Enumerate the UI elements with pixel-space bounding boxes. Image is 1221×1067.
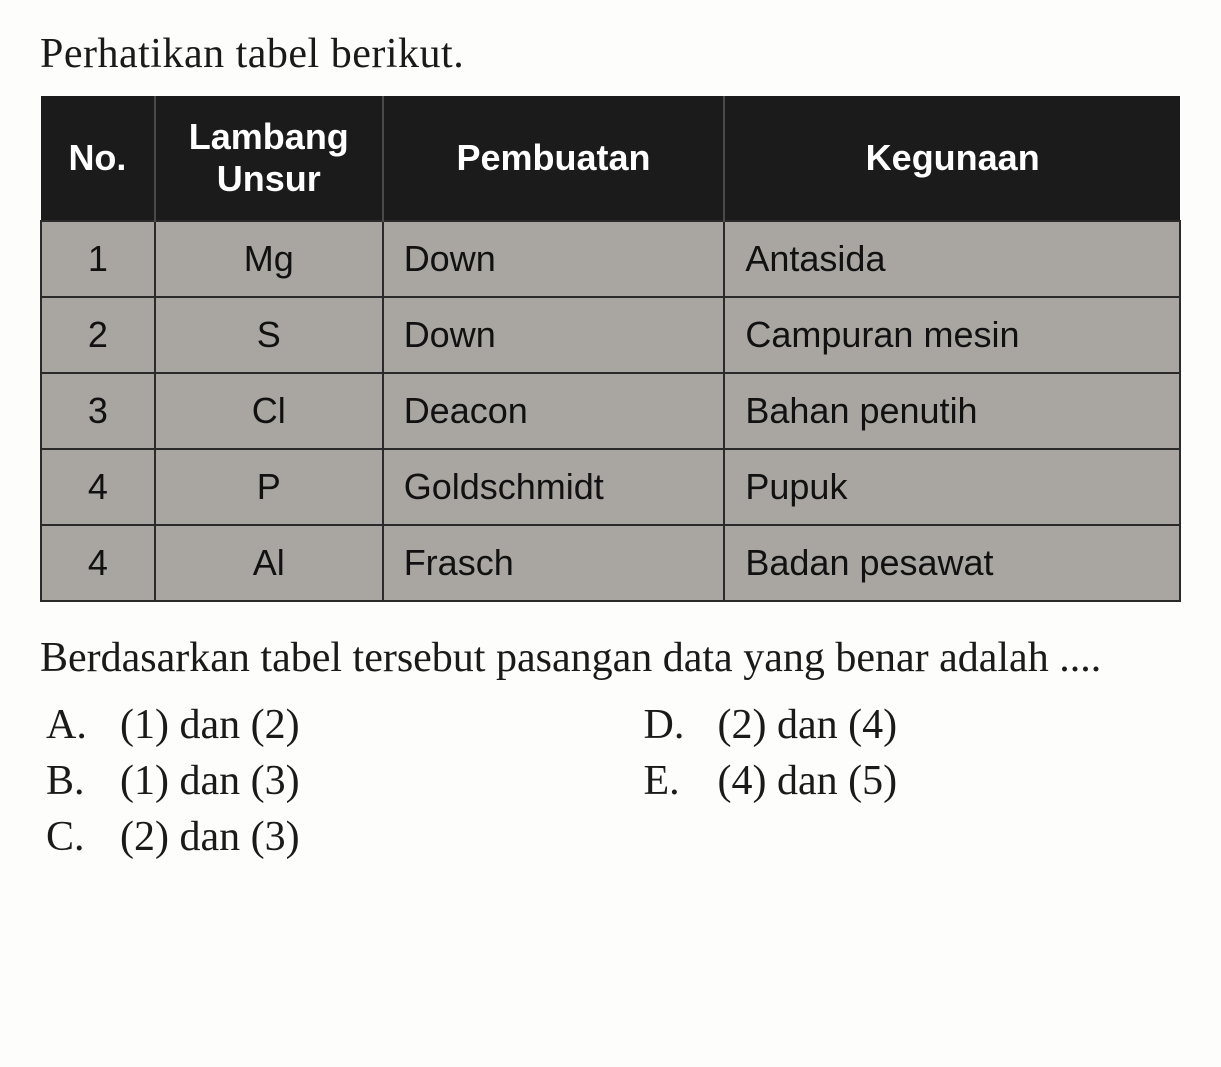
option-b: B. (1) dan (3): [46, 757, 584, 805]
table-row: 3 Cl Deacon Bahan penutih: [41, 373, 1180, 449]
table-row: 1 Mg Down Antasida: [41, 221, 1180, 297]
option-text: (4) dan (5): [718, 757, 898, 805]
cell-use: Bahan penutih: [724, 373, 1180, 449]
option-e: E. (4) dan (5): [644, 757, 1182, 805]
cell-no: 4: [41, 449, 155, 525]
table-row: 4 P Goldschmidt Pupuk: [41, 449, 1180, 525]
option-letter: A.: [46, 701, 94, 749]
col-header-no: No.: [41, 96, 155, 221]
cell-make: Down: [383, 221, 725, 297]
option-c: C. (2) dan (3): [46, 813, 584, 861]
cell-no: 1: [41, 221, 155, 297]
cell-symbol: S: [155, 297, 383, 373]
cell-symbol: Cl: [155, 373, 383, 449]
col-header-make: Pembuatan: [383, 96, 725, 221]
table-row: 4 Al Frasch Badan pesawat: [41, 525, 1180, 601]
cell-no: 3: [41, 373, 155, 449]
cell-symbol: Al: [155, 525, 383, 601]
cell-make: Frasch: [383, 525, 725, 601]
option-letter: D.: [644, 701, 692, 749]
cell-make: Down: [383, 297, 725, 373]
cell-use: Antasida: [724, 221, 1180, 297]
cell-no: 2: [41, 297, 155, 373]
option-text: (2) dan (3): [120, 813, 300, 861]
option-text: (2) dan (4): [718, 701, 898, 749]
cell-use: Pupuk: [724, 449, 1180, 525]
option-d: D. (2) dan (4): [644, 701, 1182, 749]
cell-make: Deacon: [383, 373, 725, 449]
cell-no: 4: [41, 525, 155, 601]
option-text: (1) dan (3): [120, 757, 300, 805]
col-header-use: Kegunaan: [724, 96, 1180, 221]
question-text: Berdasarkan tabel tersebut pasangan data…: [40, 630, 1181, 687]
col-header-symbol: Lambang Unsur: [155, 96, 383, 221]
cell-make: Goldschmidt: [383, 449, 725, 525]
options-grid: A. (1) dan (2) B. (1) dan (3) C. (2) dan…: [40, 701, 1181, 861]
table-header-row: No. Lambang Unsur Pembuatan Kegunaan: [41, 96, 1180, 221]
option-letter: B.: [46, 757, 94, 805]
table-row: 2 S Down Campuran mesin: [41, 297, 1180, 373]
option-letter: C.: [46, 813, 94, 861]
option-letter: E.: [644, 757, 692, 805]
option-text: (1) dan (2): [120, 701, 300, 749]
option-a: A. (1) dan (2): [46, 701, 584, 749]
cell-use: Badan pesawat: [724, 525, 1180, 601]
cell-symbol: Mg: [155, 221, 383, 297]
intro-text: Perhatikan tabel berikut.: [40, 30, 1181, 78]
cell-use: Campuran mesin: [724, 297, 1180, 373]
elements-table: No. Lambang Unsur Pembuatan Kegunaan 1 M…: [40, 96, 1181, 602]
cell-symbol: P: [155, 449, 383, 525]
